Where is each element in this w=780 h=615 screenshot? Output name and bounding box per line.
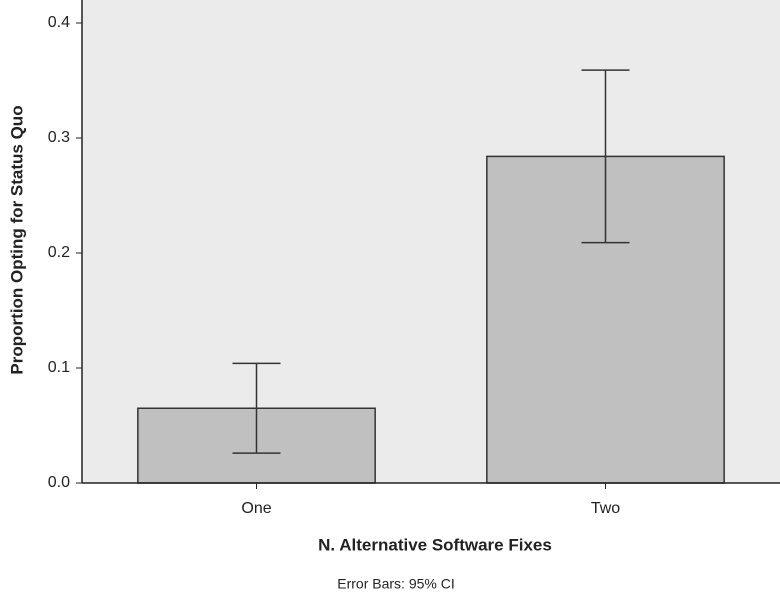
x-axis-title: N. Alternative Software Fixes: [318, 535, 552, 554]
y-tick-label: 0.4: [48, 14, 70, 31]
x-tick-label: Two: [591, 500, 620, 517]
y-tick-label: 0.0: [48, 474, 70, 491]
y-tick-label: 0.3: [48, 129, 70, 146]
y-tick-label: 0.2: [48, 244, 70, 261]
y-axis-title: Proportion Opting for Status Quo: [7, 105, 26, 374]
y-tick-label: 0.1: [48, 359, 70, 376]
x-tick-label: One: [241, 500, 271, 517]
note: Error Bars: 95% CI: [337, 576, 454, 592]
